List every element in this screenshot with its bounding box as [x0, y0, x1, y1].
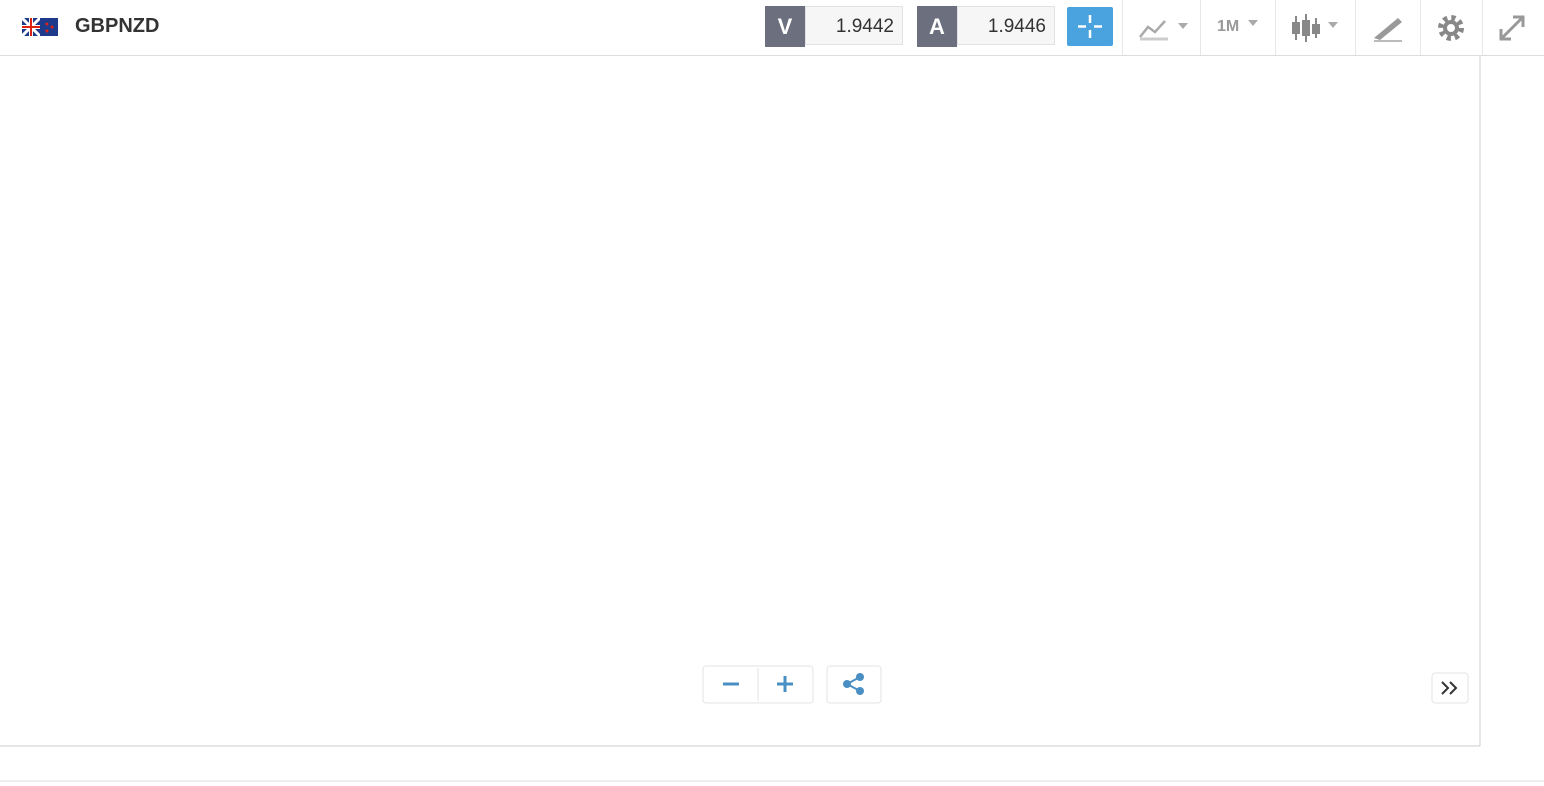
separator [1275, 0, 1276, 55]
dropdown-arrow [1248, 20, 1258, 26]
separator [1482, 0, 1483, 55]
timeframe[interactable]: 1M [1217, 18, 1240, 35]
settings-button[interactable] [1436, 13, 1466, 43]
share-box [826, 665, 882, 704]
zoom-controls [702, 665, 1469, 704]
ask-label: A [917, 6, 957, 47]
chart-type-button[interactable] [1138, 15, 1192, 41]
axes [0, 56, 1544, 782]
separator [1355, 0, 1356, 55]
bid-label: V [765, 6, 805, 47]
ask-price[interactable]: 1.9446 [957, 6, 1055, 45]
share-button[interactable] [843, 673, 864, 695]
separator [1200, 0, 1201, 55]
draw-button[interactable] [1372, 14, 1404, 42]
symbol: GBPNZD [75, 15, 160, 37]
separator [1420, 0, 1421, 55]
crosshair-button[interactable] [1067, 7, 1113, 46]
toolbar: GBPNZD V 1.9442 A 1.9446 1M [0, 0, 1544, 56]
fullscreen-button[interactable] [1497, 13, 1527, 43]
candle-style-button[interactable] [1290, 12, 1344, 44]
bid-price[interactable]: 1.9442 [805, 6, 903, 45]
separator [1122, 0, 1123, 55]
scroll-box [1431, 672, 1469, 704]
zoom-in-button[interactable] [777, 676, 793, 692]
scroll-latest-button[interactable] [1441, 681, 1458, 695]
flag [22, 18, 58, 36]
